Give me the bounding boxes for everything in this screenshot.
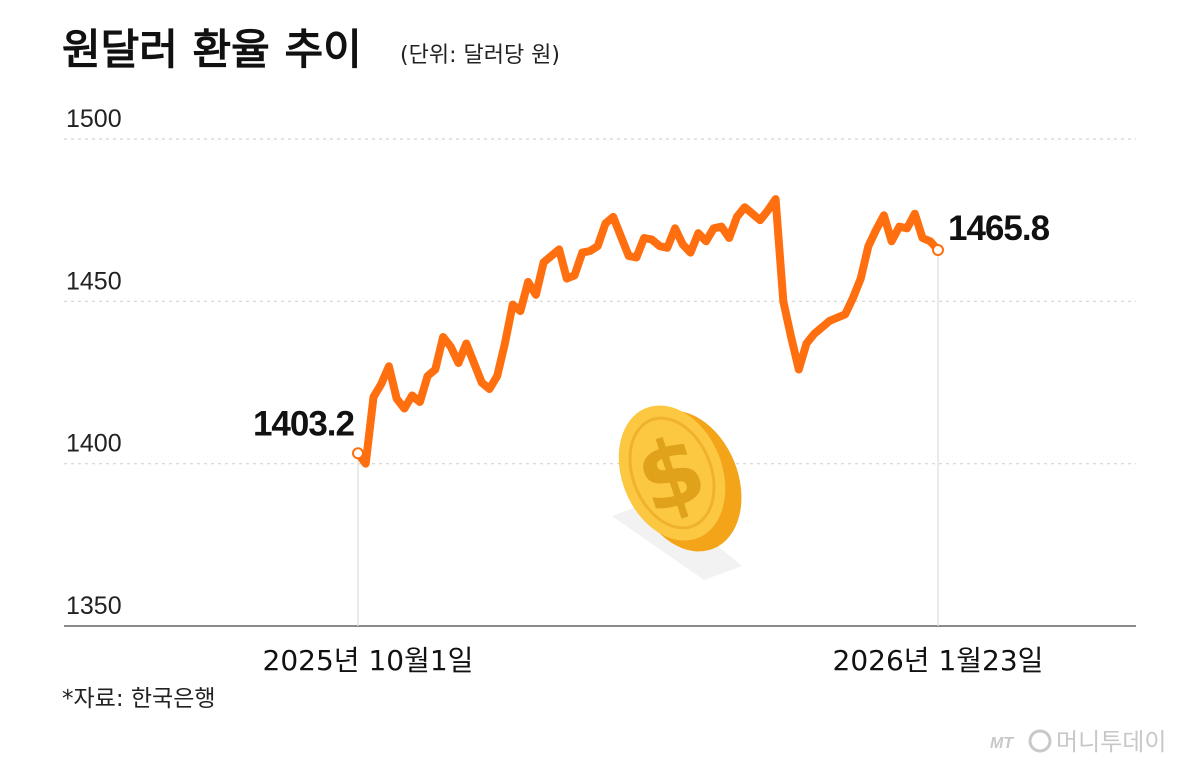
watermark-logo: MT bbox=[990, 735, 1014, 752]
y-tick-label: 1500 bbox=[66, 105, 122, 133]
series-layer bbox=[352, 195, 944, 468]
watermark: MT 머니투데이 bbox=[990, 728, 1166, 756]
x-label-end: 2026년 1월23일 bbox=[833, 644, 1044, 677]
y-tick-label: 1450 bbox=[66, 267, 122, 295]
rate-series-line bbox=[354, 195, 942, 468]
x-label-start: 2025년 10월1일 bbox=[263, 644, 474, 677]
watermark-logo-icon bbox=[1028, 729, 1052, 753]
y-tick-label: 1400 bbox=[66, 430, 122, 458]
end-value-label: 1465.8 bbox=[948, 209, 1050, 248]
watermark-brand: 머니투데이 bbox=[1056, 728, 1166, 756]
source-note: *자료: 한국은행 bbox=[62, 686, 216, 712]
coin-illustration: $ bbox=[612, 405, 742, 580]
start-point-marker bbox=[352, 447, 364, 460]
y-tick-label: 1350 bbox=[66, 592, 122, 620]
start-value-label: 1403.2 bbox=[253, 404, 355, 443]
y-tick-labels: 1350 1400 1450 1500 bbox=[66, 105, 122, 620]
unit-note: (단위: 달러당 원) bbox=[400, 43, 560, 68]
chart-title: 원달러 환율 추이 bbox=[62, 25, 362, 74]
coin-rim bbox=[628, 416, 716, 530]
end-point-marker bbox=[932, 244, 944, 257]
grid-layer bbox=[64, 138, 1136, 627]
